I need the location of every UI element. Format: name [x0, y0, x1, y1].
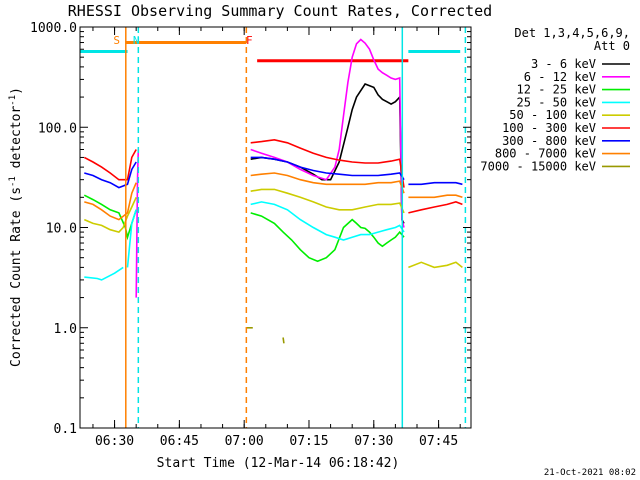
- series-line: [83, 149, 137, 181]
- series-line: [84, 161, 137, 189]
- y-axis-label-mid: detector: [9, 106, 24, 177]
- series-50-100-kev: [83, 188, 463, 269]
- series-line: [84, 182, 137, 221]
- legend-entry-label: 25 - 50 keV: [517, 95, 596, 109]
- y-tick-label: 100.0: [38, 121, 77, 136]
- x-tick-label: 07:45: [419, 434, 458, 449]
- series-line: [250, 188, 405, 214]
- x-tick-label: 06:45: [160, 434, 199, 449]
- x-axis-label: Start Time (12-Mar-14 06:18:42): [157, 456, 400, 471]
- series-line: [408, 201, 463, 214]
- y-axis-label: Corrected Count Rate (s-1 detector-1): [8, 87, 24, 367]
- series-line: [408, 261, 463, 269]
- x-tick-label: 07:00: [225, 434, 264, 449]
- legend-entry-label: 50 - 100 keV: [509, 108, 596, 122]
- series-line: [250, 212, 405, 263]
- legend-entry-label: 300 - 800 keV: [502, 134, 596, 148]
- y-axis-label-main: Corrected Count Rate (s: [9, 187, 24, 367]
- series-line: [250, 172, 405, 194]
- y-axis-label-exp1: -1: [8, 176, 18, 187]
- y-tick-label: 1000.0: [30, 21, 77, 36]
- series-line: [250, 156, 405, 181]
- y-axis-label-end: ): [9, 87, 24, 95]
- legend-entry-label: 6 - 12 keV: [524, 70, 596, 84]
- series-line: [84, 266, 124, 281]
- legend-entry-label: 800 - 7000 keV: [495, 147, 596, 161]
- series-300-800-kev: [84, 156, 463, 189]
- series-7000-15000-kev: [246, 326, 285, 344]
- series-25-50-kev: [84, 201, 405, 281]
- flag-label: S: [113, 34, 120, 47]
- x-tick-label: 07:15: [289, 434, 328, 449]
- x-tick-label: 07:30: [354, 434, 393, 449]
- series-line: [408, 181, 463, 186]
- series-line: [250, 201, 405, 241]
- series-3-6-kev: [250, 83, 405, 224]
- chart-title: RHESSI Observing Summary Count Rates, Co…: [68, 2, 492, 20]
- series-line: [126, 209, 137, 268]
- series-line: [83, 196, 137, 233]
- flag-label: F: [246, 34, 253, 47]
- series-12-25-kev: [83, 194, 405, 263]
- x-tick-label: 06:30: [95, 434, 134, 449]
- series-line: [83, 194, 137, 241]
- legend-entry-label: 3 - 6 keV: [531, 57, 596, 71]
- footer-timestamp: 21-Oct-2021 08:02: [544, 468, 636, 478]
- y-tick-label: 1.0: [54, 322, 77, 337]
- series-line: [250, 138, 405, 188]
- legend-entry-label: 12 - 25 keV: [517, 83, 596, 97]
- series-800-7000-kev: [84, 172, 463, 221]
- series-line: [408, 194, 463, 199]
- y-tick-label: 10.0: [46, 222, 77, 237]
- y-tick-label: 0.1: [54, 422, 77, 437]
- series-line: [282, 337, 285, 344]
- series-line: [250, 83, 405, 224]
- y-axis-label-exp2: -1: [8, 95, 18, 106]
- series-100-300-kev: [83, 138, 463, 214]
- legend-header-detectors: Det 1,3,4,5,6,9,: [514, 26, 630, 40]
- series-line: [250, 38, 405, 228]
- legend-header-attenuator: Att 0: [594, 39, 630, 53]
- legend-entry-label: 100 - 300 keV: [502, 121, 596, 135]
- flag-label: N: [133, 34, 140, 47]
- series-6-12-kev: [135, 38, 405, 298]
- legend-entry-label: 7000 - 15000 keV: [480, 159, 596, 173]
